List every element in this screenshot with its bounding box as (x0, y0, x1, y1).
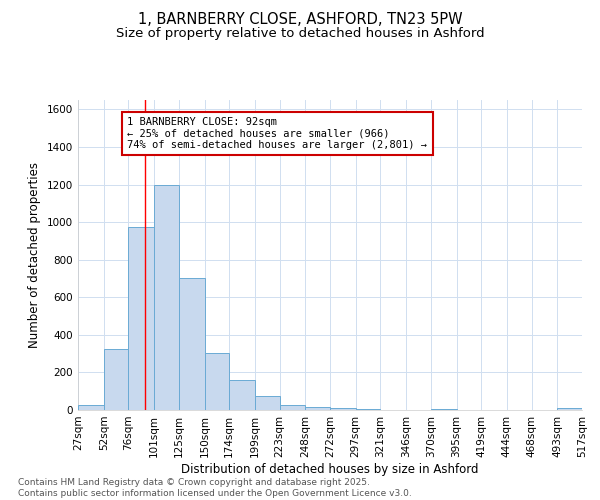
Bar (557, 408, 582, 410)
Bar (431, 409, 457, 410)
Text: Size of property relative to detached houses in Ashford: Size of property relative to detached ho… (116, 28, 484, 40)
Bar (78, 406, 104, 410)
Bar (128, 227, 154, 410)
Bar (205, 352, 229, 410)
Bar (356, 409, 380, 410)
Bar (330, 408, 356, 410)
Bar (280, 406, 305, 410)
Text: Contains HM Land Registry data © Crown copyright and database right 2025.
Contai: Contains HM Land Registry data © Crown c… (18, 478, 412, 498)
Text: 1 BARNBERRY CLOSE: 92sqm
← 25% of detached houses are smaller (966)
74% of semi-: 1 BARNBERRY CLOSE: 92sqm ← 25% of detach… (127, 117, 427, 150)
X-axis label: Distribution of detached houses by size in Ashford: Distribution of detached houses by size … (181, 462, 479, 475)
Bar (154, 184, 179, 410)
Bar (255, 396, 280, 410)
Text: 1, BARNBERRY CLOSE, ASHFORD, TN23 5PW: 1, BARNBERRY CLOSE, ASHFORD, TN23 5PW (137, 12, 463, 28)
Bar (179, 278, 205, 410)
Y-axis label: Number of detached properties: Number of detached properties (28, 162, 41, 348)
Bar (305, 407, 330, 410)
Bar (229, 380, 255, 410)
Bar (104, 349, 128, 410)
